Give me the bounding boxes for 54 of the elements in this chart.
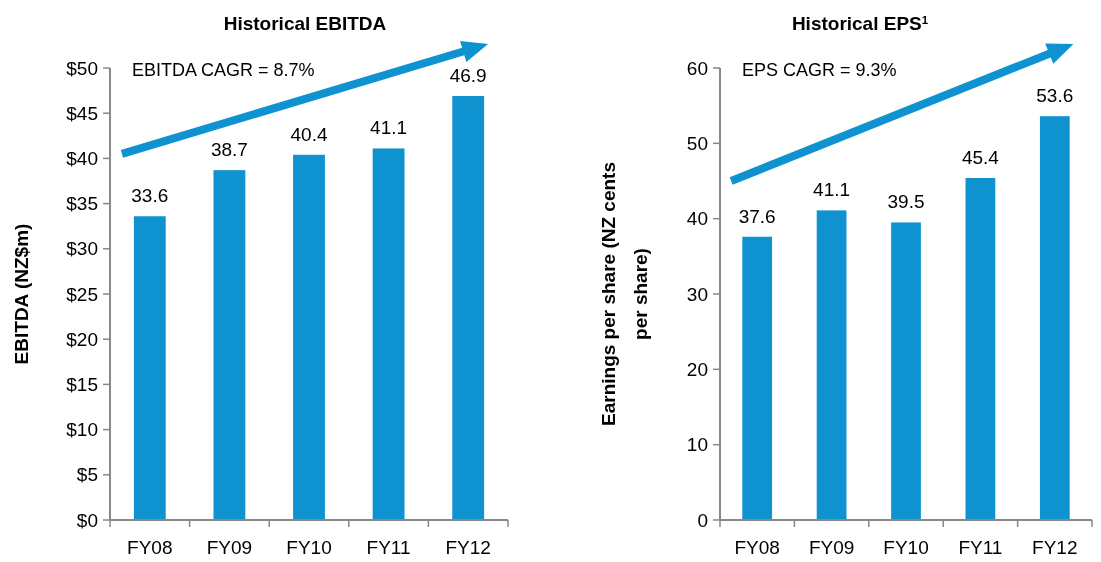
y-tick-label: 20 [686,358,708,380]
y-tick-label: 50 [686,132,708,154]
data-label: 53.6 [1036,85,1074,107]
data-label: 46.9 [449,65,487,87]
x-tick-label: FY10 [286,537,332,558]
y-axis-title: Earnings per share (NZ cents per share) [598,162,651,426]
data-label: 39.5 [887,191,925,213]
y-tick-label: $20 [66,328,98,350]
y-tick-label: 40 [686,208,708,230]
y-tick-label: $25 [66,283,98,305]
x-tick-label: FY09 [206,537,253,558]
x-tick-label: FY12 [1032,537,1078,558]
bar [891,222,921,520]
x-tick-label: FY10 [883,537,929,558]
data-label: 37.6 [738,205,776,227]
y-axis-title: EBITDA (NZ$m) [11,223,32,365]
bar [965,177,996,520]
bar [372,148,405,520]
y-tick-label: $5 [76,464,98,486]
y-tick-label: $50 [66,57,98,79]
x-tick-label: FY12 [445,537,491,558]
chart-title: Historical EPS$^{1}$ [791,13,929,34]
bar [1039,116,1070,520]
data-label: 41.1 [370,117,408,139]
y-tick-label: $15 [66,374,98,396]
data-label: 40.4 [290,123,328,145]
bar [133,216,166,520]
bar [742,236,773,520]
y-tick-label: 60 [686,57,708,79]
bar [293,154,325,520]
bar [816,210,847,520]
chart-title: Historical EBITDA [223,13,387,34]
data-label: 41.1 [813,179,851,201]
data-label: 38.7 [210,139,248,161]
y-tick-label: 30 [686,283,708,305]
annotation: EBITDA CAGR = 8.7% [132,60,315,80]
y-tick-label: $30 [66,238,98,260]
data-label: 33.6 [131,185,169,207]
y-tick-label: 0 [697,509,708,531]
x-tick-label: FY09 [808,537,855,558]
bar [452,96,485,520]
bar [213,170,246,520]
y-tick-label: $35 [66,193,98,215]
y-tick-label: $40 [66,148,98,170]
y-tick-label: $10 [66,419,98,441]
x-tick-label: FY11 [958,537,1003,558]
y-tick-label: $0 [76,509,98,531]
y-tick-label: 10 [686,434,708,456]
data-label: 45.4 [961,146,1000,168]
x-tick-label: FY08 [734,537,780,558]
x-tick-label: FY11 [366,537,411,558]
x-tick-label: FY08 [127,537,173,558]
y-tick-label: $45 [66,102,98,124]
annotation: EPS CAGR = 9.3% [742,60,897,80]
